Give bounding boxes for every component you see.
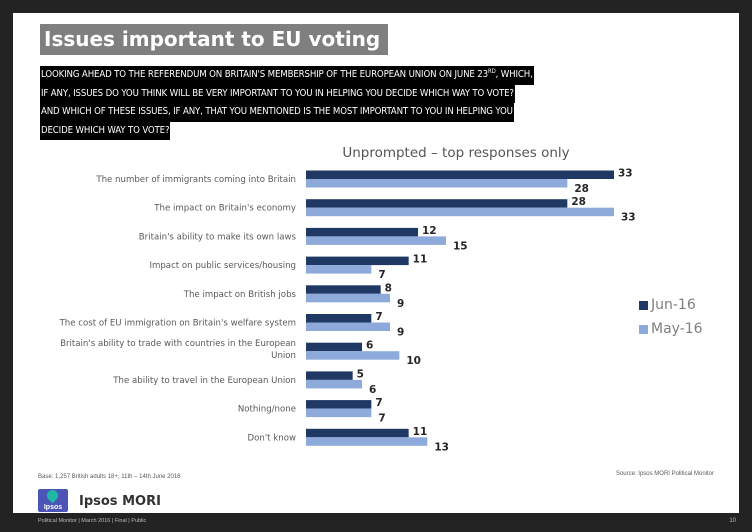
category-label: The impact on British jobs — [183, 290, 297, 300]
legend-label-jun-16: Jun-16 — [651, 297, 696, 313]
bar-jun-16 — [306, 428, 409, 438]
category-label-line: Nothing/none — [238, 405, 296, 415]
logo-text: Ipsos — [43, 504, 63, 511]
category-label: Don't know — [248, 433, 297, 443]
survey-question: LOOKING AHEAD TO THE REFERENDUM ON BRITA… — [40, 66, 700, 140]
category-label: The cost of EU immigration on Britain's … — [59, 319, 296, 329]
value-label-jun-16: 12 — [422, 225, 437, 237]
legend-swatch-jun-16 — [639, 300, 648, 310]
bar-chart: The number of immigrants coming into Bri… — [59, 168, 636, 454]
value-label-jun-16: 7 — [375, 311, 382, 323]
base-note: Base: 1,257 British adults 18+, 11th – 1… — [38, 474, 181, 480]
bar-jun-16 — [306, 285, 381, 294]
category-label-line: Britain's ability to make its own laws — [139, 232, 297, 242]
bar-jun-16 — [306, 256, 409, 266]
value-label-jun-16: 33 — [618, 168, 633, 180]
question-line-4: DECIDE WHICH WAY TO VOTE? — [40, 121, 171, 140]
value-label-may-16: 15 — [453, 240, 468, 252]
footer-info: Political Monitor | March 2016 | Final |… — [38, 518, 147, 524]
chart-title: Unprompted – top responses only — [342, 145, 570, 161]
category-label-line: Impact on public services/housing — [149, 261, 296, 271]
category-label-line: The impact on British jobs — [183, 290, 297, 300]
bar-may-16 — [306, 322, 390, 331]
bar-may-16 — [306, 236, 446, 245]
question-line-2: IF ANY, ISSUES DO YOU THINK WILL BE VERY… — [40, 84, 515, 103]
bar-jun-16 — [306, 400, 372, 409]
value-label-may-16: 13 — [434, 441, 449, 453]
category-label-line: Union — [271, 351, 296, 361]
bar-may-16 — [306, 408, 372, 418]
logo-drop-icon — [44, 489, 61, 504]
slide: Issues important to EU voting LOOKING AH… — [13, 13, 739, 513]
category-label: Impact on public services/housing — [149, 261, 296, 271]
legend-item-may-16: May-16 — [639, 317, 703, 341]
slide-title: Issues important to EU voting — [40, 24, 389, 55]
category-label-line: The number of immigrants coming into Bri… — [95, 175, 296, 185]
bar-may-16 — [306, 351, 400, 360]
legend: Jun-16 May-16 — [639, 293, 703, 341]
bar-may-16 — [306, 379, 362, 389]
category-label: The impact on Britain's economy — [153, 204, 296, 214]
value-label-jun-16: 6 — [366, 340, 373, 352]
question-line-3: AND WHICH OF THESE ISSUES, IF ANY, THAT … — [40, 103, 514, 122]
value-label-may-16: 28 — [574, 183, 589, 195]
category-label-line: The cost of EU immigration on Britain's … — [59, 319, 296, 329]
brand-name: Ipsos MORI — [79, 494, 161, 509]
bar-may-16 — [306, 437, 428, 446]
question-line-1-tail: , WHICH, — [495, 69, 533, 80]
category-label: Nothing/none — [238, 405, 296, 415]
value-label-jun-16: 8 — [385, 282, 392, 294]
question-superscript: RD — [487, 68, 496, 75]
bar-may-16 — [306, 265, 372, 274]
bar-may-16 — [306, 179, 568, 188]
category-label: The number of immigrants coming into Bri… — [95, 175, 296, 185]
category-label: Britain's ability to trade with countrie… — [60, 339, 296, 361]
value-label-may-16: 9 — [397, 298, 404, 310]
category-label-line: Don't know — [248, 433, 297, 443]
value-label-may-16: 10 — [406, 355, 421, 367]
category-label: The ability to travel in the European Un… — [112, 376, 296, 386]
bar-may-16 — [306, 207, 614, 217]
category-label: Britain's ability to make its own laws — [139, 232, 297, 242]
legend-item-jun-16: Jun-16 — [639, 293, 703, 317]
bar-jun-16 — [306, 227, 418, 237]
source-note: Source: Ipsos MORI Political Monitor — [615, 471, 714, 477]
bar-jun-16 — [306, 342, 362, 352]
bar-jun-16 — [306, 314, 372, 323]
value-label-jun-16: 7 — [375, 397, 382, 409]
value-label-may-16: 9 — [397, 327, 404, 339]
category-label-line: The ability to travel in the European Un… — [112, 376, 296, 386]
category-label-line: The impact on Britain's economy — [153, 204, 296, 214]
page-number: 10 — [729, 518, 736, 524]
question-line-1-text: LOOKING AHEAD TO THE REFERENDUM ON BRITA… — [41, 69, 488, 80]
bar-may-16 — [306, 293, 390, 303]
value-label-jun-16: 11 — [413, 426, 428, 438]
category-label-line: Britain's ability to trade with countrie… — [60, 339, 296, 349]
value-label-may-16: 33 — [621, 212, 636, 224]
value-label-may-16: 7 — [378, 413, 385, 425]
value-label-may-16: 7 — [378, 269, 385, 281]
legend-swatch-may-16 — [639, 324, 648, 334]
ipsos-logo-icon: Ipsos — [38, 489, 68, 512]
legend-label-may-16: May-16 — [651, 321, 703, 337]
bar-jun-16 — [306, 371, 353, 380]
value-label-jun-16: 5 — [357, 368, 364, 380]
value-label-jun-16: 28 — [571, 196, 586, 208]
value-label-jun-16: 11 — [413, 254, 428, 266]
bar-jun-16 — [306, 170, 614, 179]
question-line-1: LOOKING AHEAD TO THE REFERENDUM ON BRITA… — [40, 66, 534, 85]
value-label-may-16: 6 — [369, 384, 376, 396]
bar-jun-16 — [306, 199, 568, 208]
